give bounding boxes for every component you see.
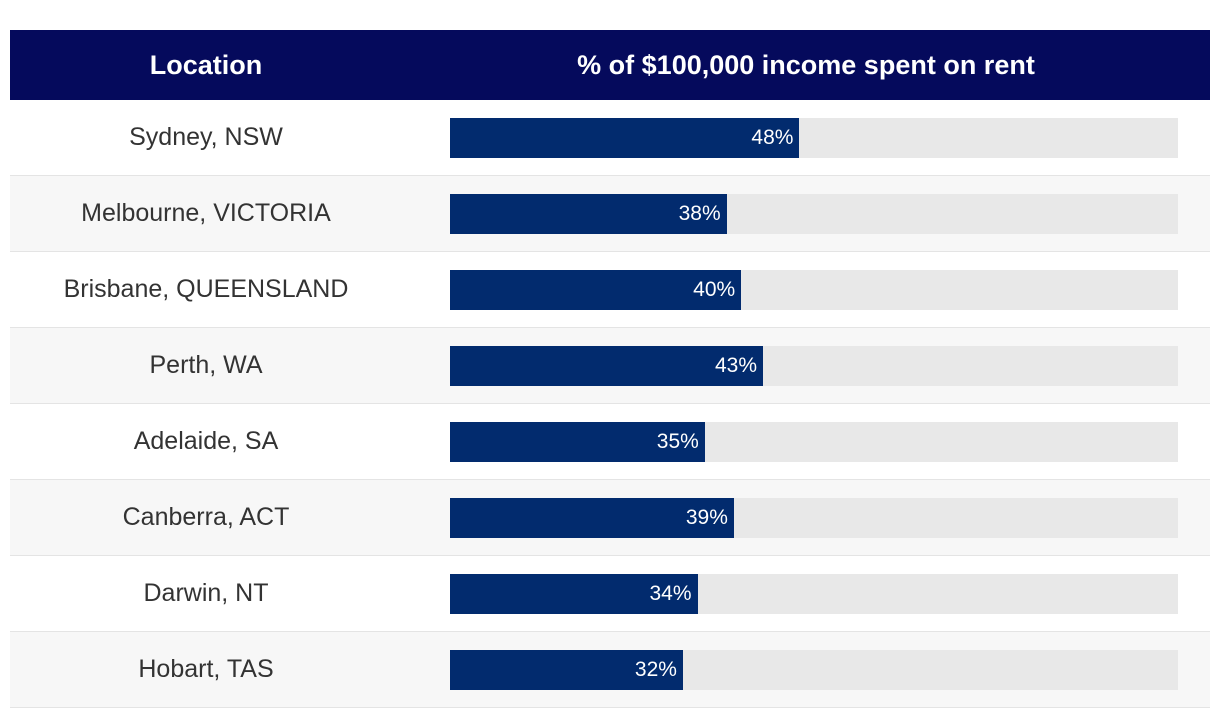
bar: 34% bbox=[450, 574, 698, 614]
table-header: Location % of $100,000 income spent on r… bbox=[10, 30, 1210, 100]
bar-value-label: 32% bbox=[634, 658, 677, 681]
location-label: Hobart, TAS bbox=[138, 655, 274, 683]
table-row: Hobart, TAS 32% bbox=[10, 632, 1210, 708]
table-row: Adelaide, SA 35% bbox=[10, 404, 1210, 480]
rent-table: Location % of $100,000 income spent on r… bbox=[10, 30, 1210, 708]
bar-track: 43% bbox=[450, 346, 1178, 386]
bar-track: 35% bbox=[450, 422, 1178, 462]
bar: 35% bbox=[450, 422, 705, 462]
location-label: Sydney, NSW bbox=[129, 123, 283, 151]
location-label: Canberra, ACT bbox=[122, 503, 290, 531]
bar-value-label: 48% bbox=[751, 126, 794, 149]
table-rows: Sydney, NSW 48% Melbourne, VICTORIA 38% Bris… bbox=[10, 100, 1210, 708]
bar-value-label: 38% bbox=[678, 202, 721, 225]
location-column-header: Location bbox=[149, 49, 263, 80]
bar-track: 34% bbox=[450, 574, 1178, 614]
table-row: Perth, WA 43% bbox=[10, 328, 1210, 404]
table-row: Darwin, NT 34% bbox=[10, 556, 1210, 632]
bar: 38% bbox=[450, 194, 727, 234]
bar: 32% bbox=[450, 650, 683, 690]
location-label: Brisbane, QUEENSLAND bbox=[63, 275, 349, 303]
bar-track: 39% bbox=[450, 498, 1178, 538]
table-row: Melbourne, VICTORIA 38% bbox=[10, 176, 1210, 252]
location-label: Melbourne, VICTORIA bbox=[81, 199, 331, 227]
location-label: Adelaide, SA bbox=[133, 427, 279, 455]
bar-value-label: 34% bbox=[649, 582, 692, 605]
bar: 39% bbox=[450, 498, 734, 538]
metric-column-header: % of $100,000 income spent on rent bbox=[577, 49, 1035, 80]
location-label: Perth, WA bbox=[149, 351, 263, 379]
bar-value-label: 43% bbox=[715, 354, 758, 377]
bar-track: 48% bbox=[450, 118, 1178, 158]
bar: 43% bbox=[450, 346, 764, 386]
bar: 40% bbox=[450, 270, 742, 310]
bar: 48% bbox=[450, 118, 800, 158]
bar-track: 32% bbox=[450, 650, 1178, 690]
bar-track: 40% bbox=[450, 270, 1178, 310]
table-row: Canberra, ACT 39% bbox=[10, 480, 1210, 556]
bar-value-label: 39% bbox=[685, 506, 728, 529]
table-row: Sydney, NSW 48% bbox=[10, 100, 1210, 176]
bar-value-label: 35% bbox=[656, 430, 699, 453]
bar-value-label: 40% bbox=[693, 278, 736, 301]
table-row: Brisbane, QUEENSLAND 40% bbox=[10, 252, 1210, 328]
bar-track: 38% bbox=[450, 194, 1178, 234]
location-label: Darwin, NT bbox=[143, 579, 269, 607]
